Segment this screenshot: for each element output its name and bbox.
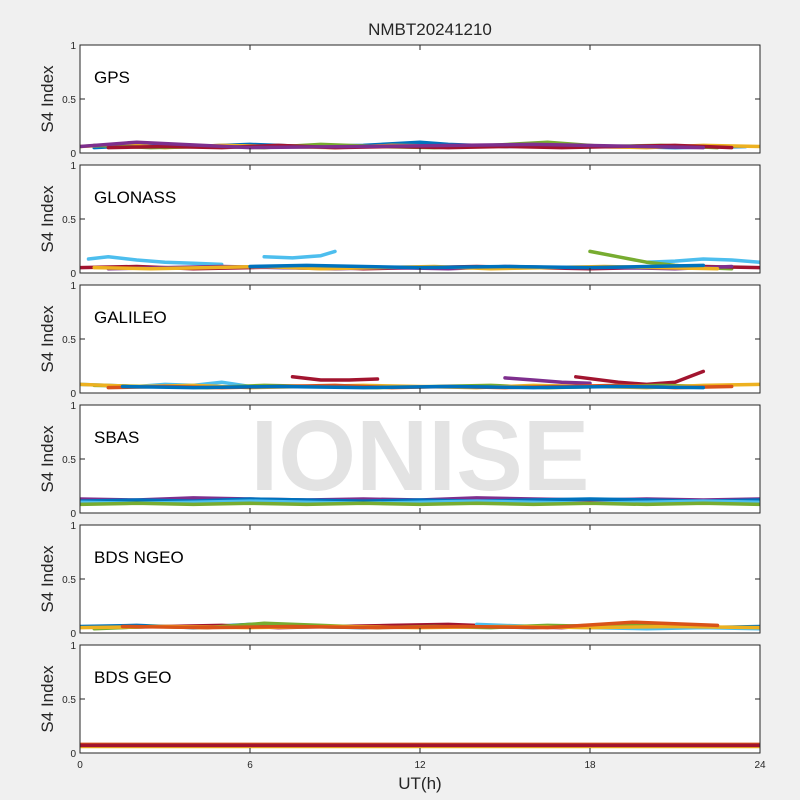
panel-label: BDS NGEO bbox=[94, 548, 184, 567]
panel-glonass: 0 0.5 1 S4 Index GLONASS bbox=[38, 161, 761, 280]
y-tick-label: 0 bbox=[70, 629, 76, 640]
panel-galileo: 0 0.5 1 S4 Index GALILEO bbox=[38, 281, 761, 400]
series-group bbox=[80, 140, 760, 150]
series-line bbox=[248, 263, 706, 270]
y-tick-label: 1 bbox=[70, 41, 76, 52]
x-tick-labels: 0 6 12 18 24 bbox=[77, 760, 766, 771]
series-line bbox=[120, 620, 720, 630]
series-line bbox=[503, 376, 592, 386]
chart-title: NMBT20241210 bbox=[368, 20, 492, 39]
y-tick-label: 1 bbox=[70, 281, 76, 292]
series-line bbox=[120, 384, 706, 390]
y-tick-label: 0 bbox=[70, 149, 76, 160]
y-tick-label: 0.5 bbox=[62, 95, 76, 106]
series-line bbox=[644, 257, 760, 264]
plot-area bbox=[80, 165, 760, 273]
y-tick-label: 1 bbox=[70, 521, 76, 532]
y-tick-label: 0.5 bbox=[62, 455, 76, 466]
y-axis-label: S4 Index bbox=[38, 545, 57, 613]
y-axis-label: S4 Index bbox=[38, 665, 57, 733]
series-line bbox=[86, 255, 224, 267]
y-axis-label: S4 Index bbox=[38, 65, 57, 133]
series-group bbox=[80, 496, 760, 507]
plot-area bbox=[80, 45, 760, 153]
y-tick-label: 0.5 bbox=[62, 575, 76, 586]
y-tick-label: 1 bbox=[70, 401, 76, 412]
y-axis-label: S4 Index bbox=[38, 185, 57, 253]
series-group bbox=[80, 742, 760, 749]
panel-label: GPS bbox=[94, 68, 130, 87]
y-tick-label: 0 bbox=[70, 389, 76, 400]
panel-bds-ngeo: 0 0.5 1 S4 Index BDS NGEO bbox=[38, 521, 761, 640]
y-tick-label: 0.5 bbox=[62, 335, 76, 346]
plot-area bbox=[80, 285, 760, 393]
panels: 0 0.5 1 S4 Index GPS 0 0.5 1 S4 Index GLONASS 0 0.5… bbox=[38, 41, 766, 771]
x-tick-label: 6 bbox=[247, 760, 253, 771]
x-tick-label: 18 bbox=[584, 760, 596, 771]
y-tick-label: 0.5 bbox=[62, 695, 76, 706]
series-line bbox=[80, 499, 760, 506]
y-axis-label: S4 Index bbox=[38, 425, 57, 493]
series-group bbox=[80, 620, 760, 631]
panel-label: SBAS bbox=[94, 428, 139, 447]
y-tick-label: 0 bbox=[70, 269, 76, 280]
y-tick-label: 1 bbox=[70, 641, 76, 652]
series-line bbox=[80, 501, 760, 507]
x-tick-label: 0 bbox=[77, 760, 83, 771]
y-axis-label: S4 Index bbox=[38, 305, 57, 373]
panel-label: GLONASS bbox=[94, 188, 176, 207]
y-tick-label: 0 bbox=[70, 749, 76, 760]
y-tick-label: 0.5 bbox=[62, 215, 76, 226]
plot-area bbox=[80, 645, 760, 753]
series-group bbox=[80, 369, 760, 390]
y-tick-label: 1 bbox=[70, 161, 76, 172]
x-tick-label: 12 bbox=[414, 760, 426, 771]
series-line bbox=[290, 375, 380, 382]
watermark: IONISE bbox=[251, 400, 590, 512]
plot-area bbox=[80, 405, 760, 513]
panel-label: GALILEO bbox=[94, 308, 167, 327]
series-line bbox=[262, 249, 337, 260]
x-tick-label: 24 bbox=[754, 760, 766, 771]
series-line bbox=[80, 140, 706, 150]
panel-bds-geo: 0 0.5 1 S4 Index BDS GEO bbox=[38, 641, 761, 760]
panel-label: BDS GEO bbox=[94, 668, 171, 687]
x-axis-label: UT(h) bbox=[398, 774, 441, 793]
y-tick-label: 0 bbox=[70, 509, 76, 520]
plot-area bbox=[80, 525, 760, 633]
panel-sbas: 0 0.5 1 S4 Index SBAS bbox=[38, 401, 761, 520]
panel-gps: 0 0.5 1 S4 Index GPS bbox=[38, 41, 761, 160]
